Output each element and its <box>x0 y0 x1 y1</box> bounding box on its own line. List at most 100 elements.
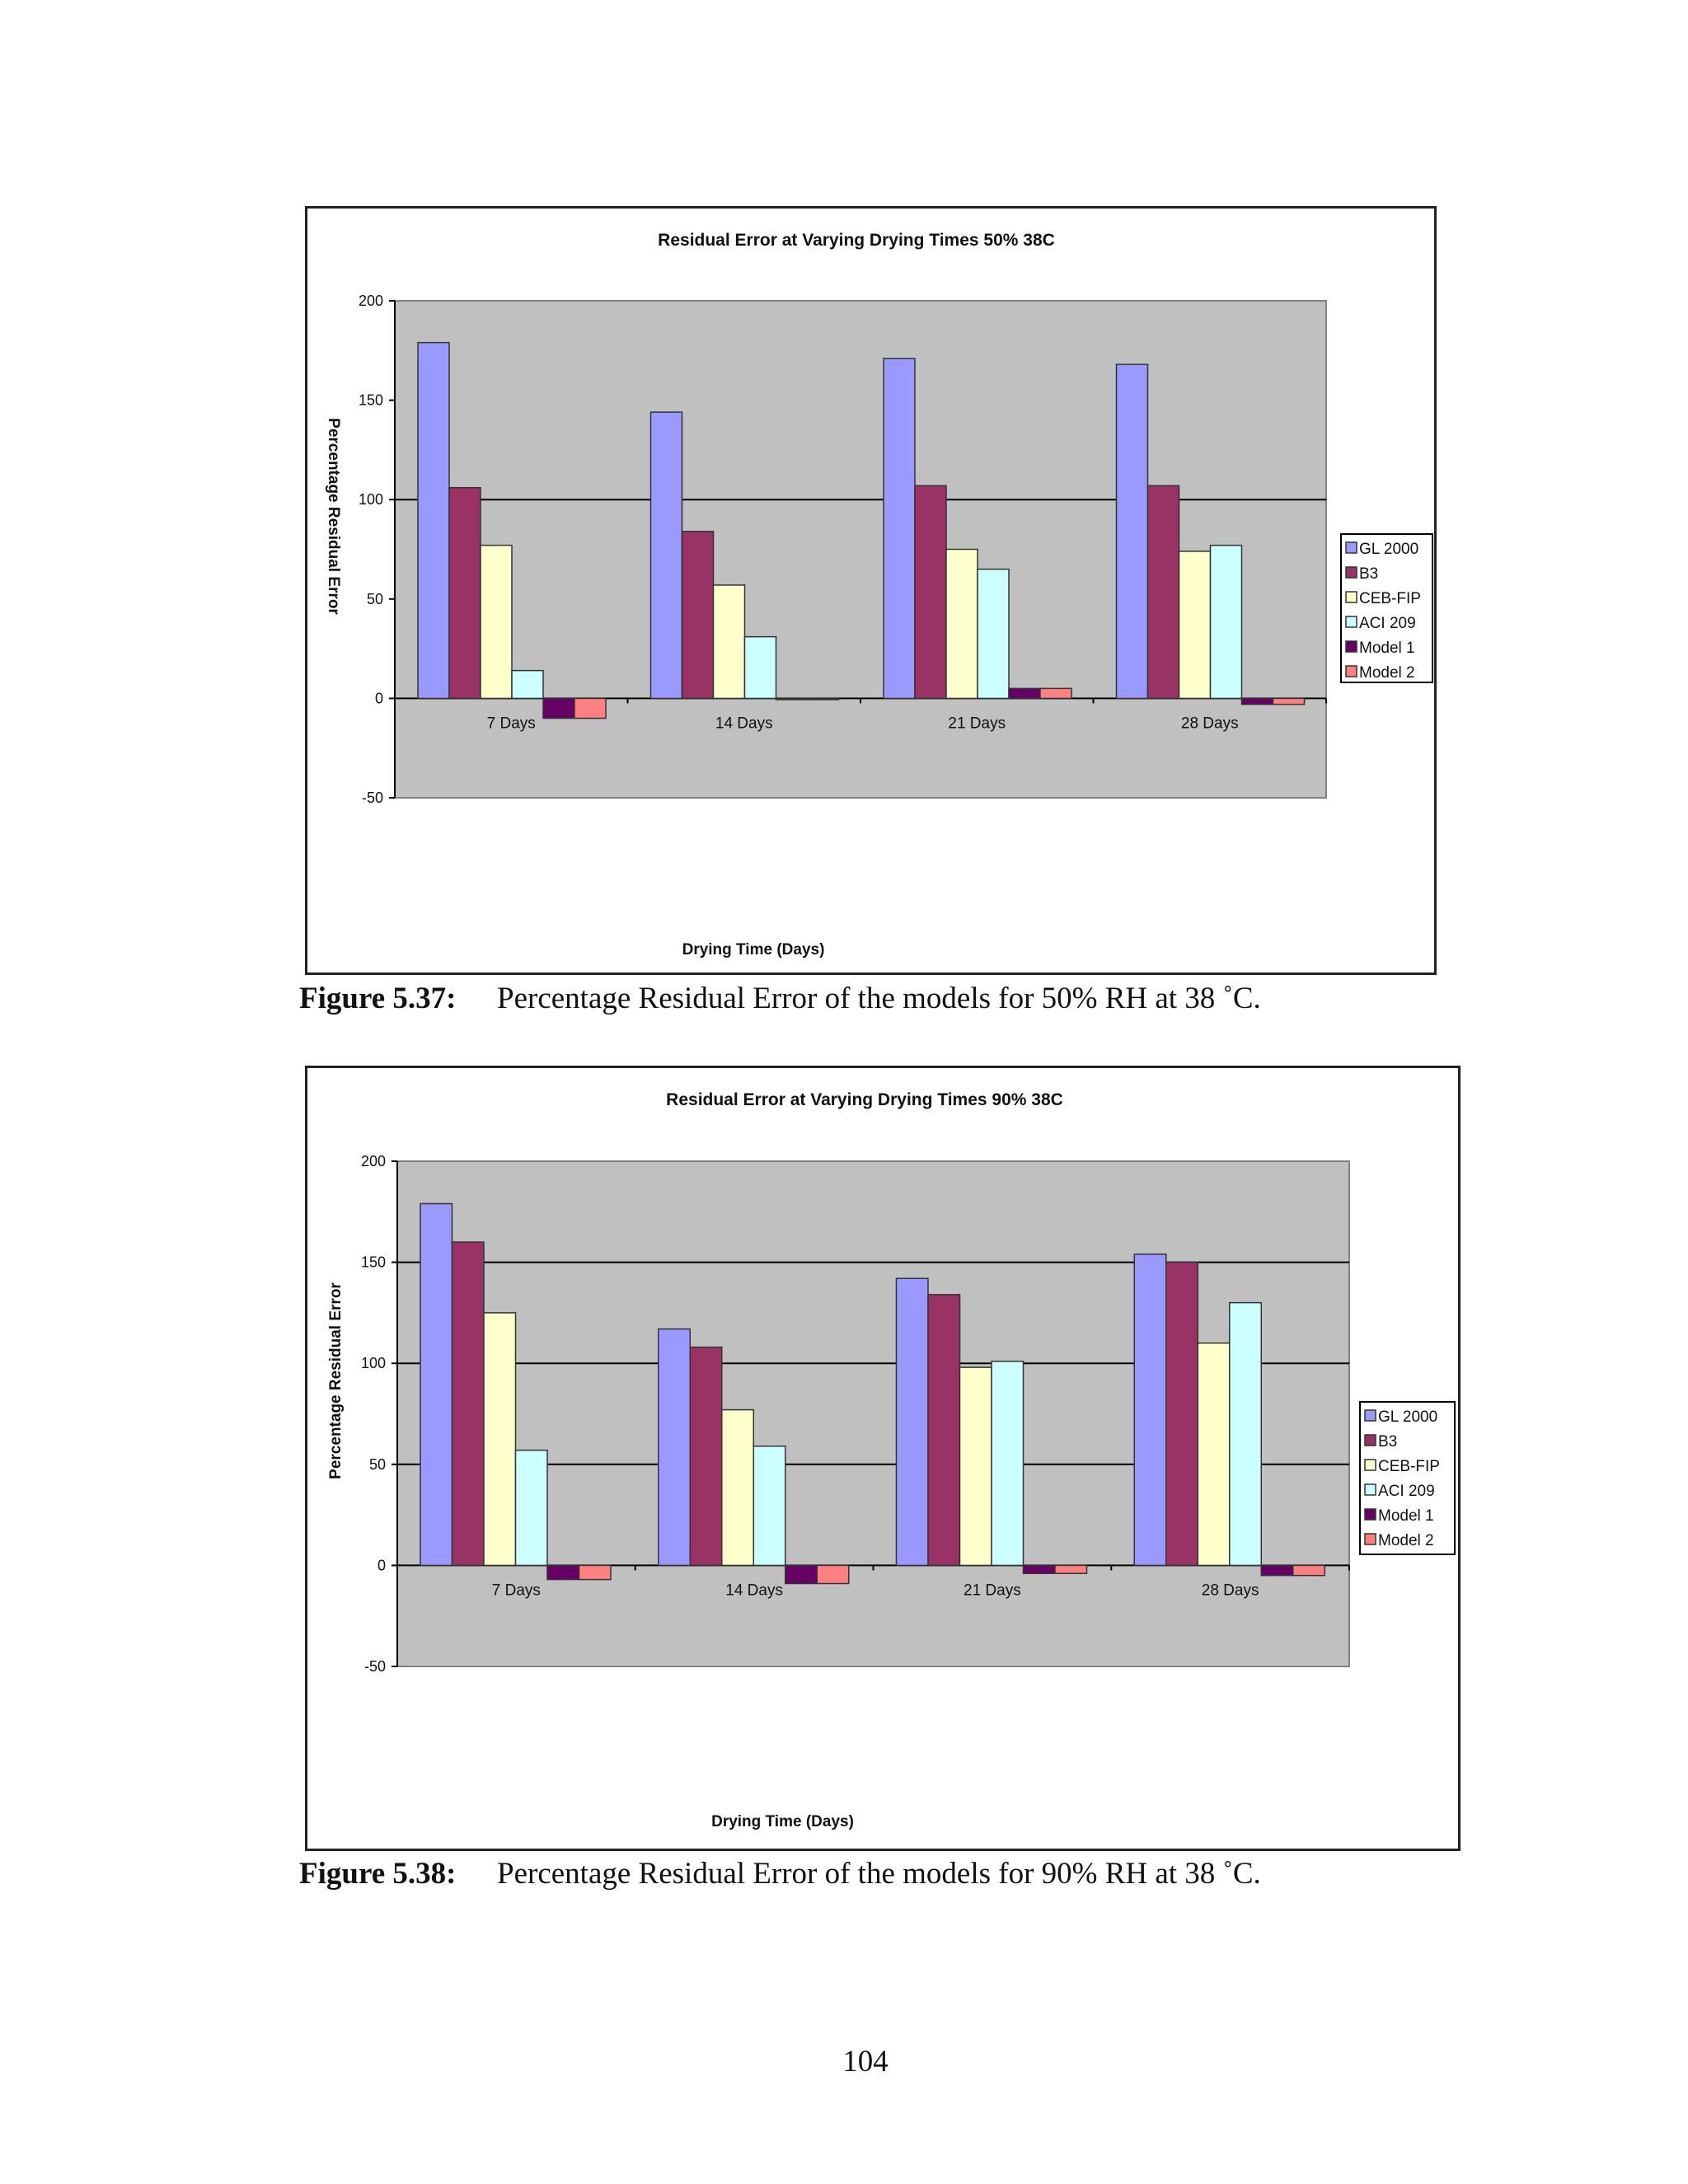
chart-5-38: Residual Error at Varying Drying Times 9… <box>327 1090 1456 1830</box>
chart-title: Residual Error at Varying Drying Times 9… <box>666 1090 1063 1109</box>
x-category-label: 28 Days <box>1202 1582 1259 1599</box>
legend-swatch <box>1345 591 1357 603</box>
legend-label: B3 <box>1359 565 1378 583</box>
bar-group <box>1133 1254 1325 1577</box>
figure-caption-text: Percentage Residual Error of the models … <box>497 982 1261 1015</box>
bar <box>775 697 809 701</box>
bar <box>712 584 746 700</box>
bar <box>991 1360 1025 1567</box>
x-axis-title: Drying Time (Days) <box>711 1813 854 1830</box>
bar <box>1146 485 1180 700</box>
y-tick-label: 0 <box>377 1557 386 1573</box>
bar <box>1008 687 1041 700</box>
figure-caption-text: Percentage Residual Error of the models … <box>497 1857 1261 1891</box>
legend-swatch <box>1364 1434 1376 1446</box>
chart-5-38-frame: Residual Error at Varying Drying Times 9… <box>305 1066 1461 1851</box>
bar <box>1272 697 1306 705</box>
legend-label: GL 2000 <box>1359 541 1418 558</box>
legend-box <box>1359 1401 1456 1555</box>
legend-swatch <box>1364 1508 1376 1521</box>
bar <box>945 548 978 700</box>
legend-swatch <box>1364 1459 1376 1471</box>
figure-caption-5-37: Figure 5.37: Percentage Residual Error of… <box>299 981 1261 1016</box>
x-category-label: 14 Days <box>725 1582 783 1599</box>
bar-group <box>420 1202 612 1581</box>
bar <box>753 1445 786 1567</box>
y-tick-label: 50 <box>369 1456 386 1473</box>
bar <box>914 485 947 700</box>
legend-label: Model 1 <box>1378 1507 1434 1525</box>
bar <box>806 697 840 701</box>
legend-label: Model 2 <box>1378 1532 1434 1549</box>
bar <box>816 1564 850 1585</box>
y-tick-label: 100 <box>361 1355 386 1371</box>
figure-label: Figure 5.38: <box>299 1857 457 1891</box>
x-category-label: 21 Days <box>948 715 1006 732</box>
legend-label: Model 2 <box>1359 664 1415 682</box>
legend-label: CEB-FIP <box>1378 1458 1440 1475</box>
y-tick-label: 50 <box>367 591 383 607</box>
bar <box>743 635 777 700</box>
chart-title: Residual Error at Varying Drying Times 5… <box>658 231 1055 250</box>
figure-caption-5-38: Figure 5.38: Percentage Residual Error of… <box>299 1856 1261 1891</box>
bar <box>649 411 683 700</box>
legend-swatch <box>1345 640 1357 653</box>
bar <box>448 486 481 700</box>
legend-label: Model 1 <box>1359 640 1415 657</box>
bar <box>1022 1564 1056 1574</box>
bar <box>578 1564 612 1581</box>
bar <box>542 697 575 719</box>
bar <box>420 1202 453 1567</box>
bar <box>546 1564 580 1581</box>
x-axis-title: Drying Time (Days) <box>682 941 825 958</box>
y-tick-label: -50 <box>362 790 383 806</box>
bar-group <box>883 358 1072 700</box>
bar <box>1054 1564 1088 1574</box>
bar <box>514 1449 548 1567</box>
bar <box>1115 363 1149 700</box>
legend-swatch <box>1345 566 1357 579</box>
bar <box>977 568 1010 700</box>
bar-group <box>417 341 607 719</box>
legend: GL 2000 B3 CEB-FIP ACI 209 Model 1 Model 2 <box>1340 533 1433 683</box>
legend-swatch <box>1345 616 1357 628</box>
page-number: 104 <box>842 2045 889 2079</box>
legend-swatch <box>1364 1483 1376 1496</box>
bar <box>721 1408 754 1567</box>
legend-swatch <box>1345 541 1357 554</box>
bar <box>927 1294 961 1567</box>
y-axis-title: Percentage Residual Error <box>327 1282 345 1479</box>
legend-box <box>1340 533 1433 683</box>
y-tick-label: 150 <box>361 1254 386 1271</box>
legend-label: CEB-FIP <box>1359 590 1421 607</box>
y-axis-title: Percentage Residual Error <box>325 418 342 615</box>
y-tick-label: 200 <box>361 1153 386 1169</box>
legend-swatch <box>1364 1533 1376 1545</box>
bar-group <box>649 411 840 701</box>
y-tick-label: 200 <box>359 293 383 309</box>
bar <box>959 1366 992 1567</box>
bar <box>1260 1564 1294 1577</box>
legend-label: B3 <box>1378 1433 1397 1451</box>
legend-swatch <box>1345 665 1357 677</box>
y-tick-label: -50 <box>364 1658 386 1675</box>
legend: GL 2000 B3 CEB-FIP ACI 209 Model 1 Model 2 <box>1359 1401 1456 1555</box>
bar <box>417 341 450 700</box>
bar <box>483 1312 517 1567</box>
bar <box>883 358 916 700</box>
bar <box>689 1346 723 1567</box>
chart-5-37: Residual Error at Varying Drying Times 5… <box>325 231 1433 958</box>
x-category-label: 7 Days <box>492 1582 541 1599</box>
y-tick-label: 100 <box>359 491 383 508</box>
bar <box>451 1241 485 1567</box>
x-category-label: 21 Days <box>964 1582 1021 1599</box>
bar <box>1039 687 1072 700</box>
bar <box>681 531 715 700</box>
bar <box>480 544 513 700</box>
bar-group <box>658 1328 850 1585</box>
bar <box>658 1328 691 1567</box>
legend-label: ACI 209 <box>1359 615 1416 632</box>
y-tick-label: 150 <box>359 392 383 409</box>
legend-swatch <box>1364 1409 1376 1422</box>
